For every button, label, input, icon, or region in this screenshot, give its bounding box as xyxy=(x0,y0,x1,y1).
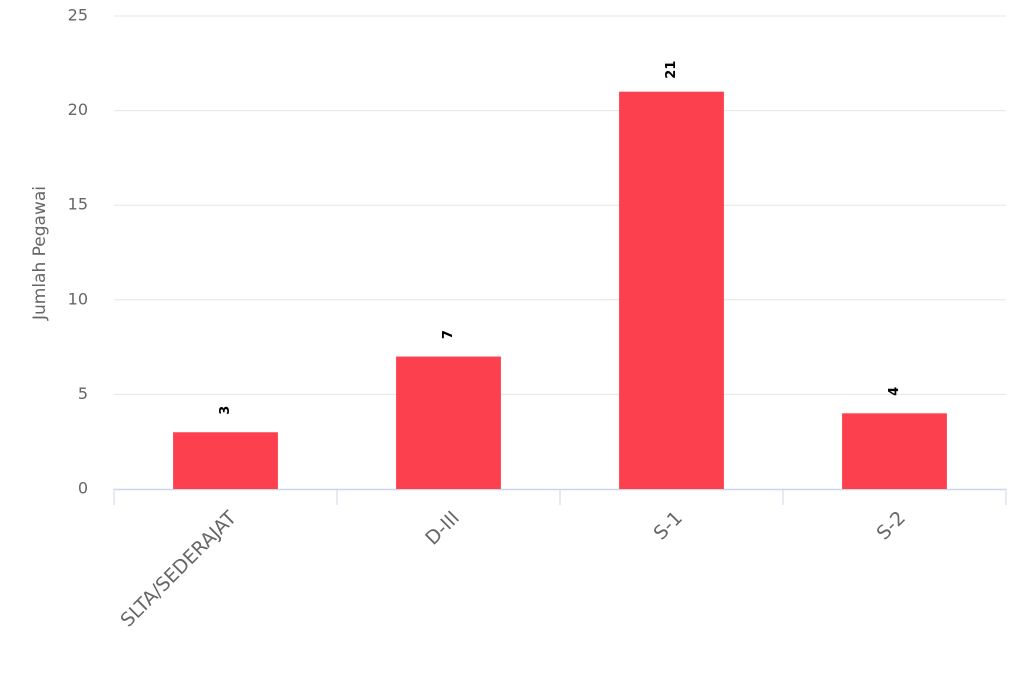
data-label: 4 xyxy=(887,387,902,396)
bar xyxy=(619,91,724,490)
x-tick-label: SLTA/SEDERAJAT xyxy=(116,507,241,632)
bar xyxy=(842,413,947,489)
bar xyxy=(173,432,278,489)
x-tick-label: D-III xyxy=(421,507,464,550)
x-tick-label: S-2 xyxy=(872,507,909,544)
y-tick-label: 15 xyxy=(68,195,88,214)
y-tick-label: 10 xyxy=(68,289,88,308)
data-label: 7 xyxy=(441,330,456,339)
y-axis-title: Jumlah Pegawai xyxy=(30,186,50,321)
y-tick-label: 0 xyxy=(78,479,88,498)
y-tick-label: 20 xyxy=(68,100,88,119)
x-tick-label: S-1 xyxy=(649,507,686,544)
bar xyxy=(396,356,501,489)
data-label: 21 xyxy=(664,61,679,79)
y-tick-label: 5 xyxy=(78,384,88,403)
y-tick-label: 25 xyxy=(68,6,88,25)
data-label: 3 xyxy=(218,406,233,415)
